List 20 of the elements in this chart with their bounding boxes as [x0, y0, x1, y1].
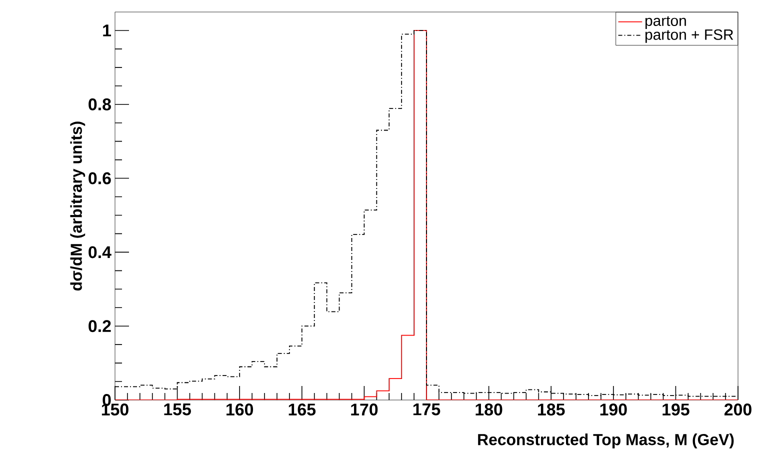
x-axis-title: Reconstructed Top Mass, M (GeV) — [478, 434, 734, 448]
x-tick-label: 155 — [164, 404, 191, 416]
y-tick-label: 0.2 — [88, 320, 111, 332]
y-tick-label: 0.6 — [88, 172, 111, 184]
y-tick-label: 0.4 — [88, 246, 112, 258]
x-tick-label: 200 — [724, 404, 752, 416]
x-tick-label: 165 — [288, 404, 316, 416]
legend-label: parton — [645, 16, 686, 29]
x-tick-label: 190 — [600, 404, 627, 416]
x-tick-label: 175 — [413, 404, 440, 416]
x-tick-label: 185 — [538, 404, 565, 416]
x-tick-label: 170 — [351, 404, 378, 416]
y-tick-label: 0.8 — [88, 98, 111, 110]
x-tick-label: 180 — [476, 404, 502, 416]
y-tick-label: 1 — [103, 24, 112, 36]
y-axis-title: dσ/dM (arbitrary units) — [70, 122, 86, 290]
legend-label: parton + FSR — [645, 29, 734, 43]
x-tick-label: 195 — [662, 404, 690, 416]
x-tick-label: 160 — [226, 404, 254, 416]
x-tick-label: 150 — [102, 404, 128, 416]
